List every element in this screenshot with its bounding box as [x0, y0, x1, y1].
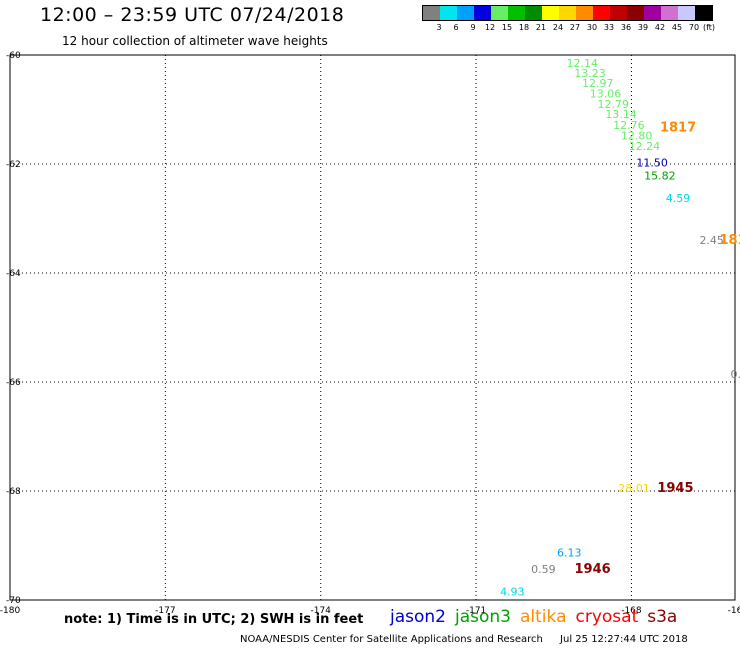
legend-swatch — [525, 6, 542, 20]
x-tick-label: -168 — [621, 606, 642, 616]
wave-height-label: 4.59 — [666, 192, 691, 205]
credit-timestamp: Jul 25 12:27:44 UTC 2018 — [560, 634, 688, 645]
wave-height-label: 12.76 — [613, 119, 645, 132]
legend-labels: 3 6 9 12 15 18 21 24 27 30 33 36 39 42 45 70 (ft) — [422, 21, 716, 33]
wave-height-label: 12.97 — [582, 77, 614, 90]
credit-line: NOAA/NESDIS Center for Satellite Applica… — [240, 634, 688, 645]
legend-label: 21 — [535, 23, 547, 32]
satellite-altika: altika — [520, 607, 567, 627]
legend-label: 45 — [671, 23, 683, 32]
legend-label: 70 — [688, 23, 700, 32]
wave-height-label: 0.59 — [531, 563, 556, 576]
wave-height-label: 28.01 — [618, 482, 650, 495]
y-tick-label: -66 — [6, 378, 21, 388]
wave-height-label: 13.14 — [605, 108, 637, 121]
wave-height-label: 2.45 — [699, 234, 724, 247]
legend-swatch — [542, 6, 559, 20]
legend-label: 12 — [484, 23, 496, 32]
plot-frame — [9, 54, 736, 601]
satellite-s3a: s3a — [647, 607, 678, 627]
legend-swatch — [593, 6, 610, 20]
legend-swatch — [440, 6, 457, 20]
legend-label: 18 — [518, 23, 530, 32]
legend-swatch — [644, 6, 661, 20]
wave-height-label: 12.24 — [629, 140, 661, 153]
satellite-cryosat: cryosat — [575, 607, 639, 627]
y-tick-label: -70 — [6, 596, 21, 606]
legend-swatches — [422, 5, 713, 21]
legend-swatch — [423, 6, 440, 20]
pass-time-label: 1816 — [719, 233, 740, 248]
pass-time-label: 1945 — [657, 481, 693, 496]
legend-swatch — [610, 6, 627, 20]
wave-height-label: 6.13 — [557, 546, 582, 559]
legend-label: 30 — [586, 23, 598, 32]
x-tick-label: -174 — [310, 606, 331, 616]
legend-swatch — [678, 6, 695, 20]
legend-label: 39 — [637, 23, 649, 32]
legend-label: 33 — [603, 23, 615, 32]
wave-height-label: 0.59 — [731, 368, 740, 381]
wave-height-label: 13.23 — [574, 67, 606, 80]
legend-label: 42 — [654, 23, 666, 32]
wave-height-label: 12.79 — [598, 98, 630, 111]
satellite-key: jason2 jason3 altika cryosat s3a — [390, 607, 686, 627]
legend-swatch — [576, 6, 593, 20]
y-tick-label: -64 — [6, 269, 21, 279]
legend-label: 36 — [620, 23, 632, 32]
wave-height-label: 12.14 — [566, 57, 598, 70]
legend-swatch — [457, 6, 474, 20]
legend-swatch — [559, 6, 576, 20]
pass-time-label: 1946 — [574, 562, 610, 577]
legend-swatch — [474, 6, 491, 20]
x-tick-label: -16 — [728, 606, 740, 616]
map-title: 12:00 – 23:59 UTC 07/24/2018 — [40, 4, 345, 26]
y-tick-label: -68 — [6, 487, 21, 497]
footnote: note: 1) Time is in UTC; 2) SWH is in fe… — [64, 612, 364, 627]
wave-height-label: 15.82 — [644, 169, 676, 182]
legend-label: 27 — [569, 23, 581, 32]
legend-swatch — [661, 6, 678, 20]
wave-height-color-legend: 3 6 9 12 15 18 21 24 27 30 33 36 39 42 45 70 (ft) — [422, 5, 716, 33]
legend-swatch — [627, 6, 644, 20]
x-tick-label: -171 — [466, 606, 486, 616]
wave-height-label: 4.93 — [500, 586, 525, 599]
wave-height-label: 12.80 — [621, 129, 653, 142]
credit-center: NOAA/NESDIS Center for Satellite Applica… — [240, 634, 543, 645]
x-tick-label: -180 — [0, 606, 20, 616]
legend-label: 9 — [470, 23, 476, 32]
x-tick-label: -177 — [155, 606, 175, 616]
legend-label: 15 — [501, 23, 513, 32]
map-subtitle: 12 hour collection of altimeter wave hei… — [62, 34, 328, 48]
legend-label: 6 — [453, 23, 459, 32]
legend-unit: (ft) — [702, 23, 716, 32]
wave-height-label: 13.06 — [590, 88, 622, 101]
wave-height-label: 11.50 — [636, 157, 668, 170]
pass-time-label: 1817 — [660, 120, 696, 135]
legend-swatch — [695, 6, 712, 20]
legend-label: 24 — [552, 23, 564, 32]
legend-label: 3 — [436, 23, 442, 32]
satellite-jason3: jason3 — [455, 607, 511, 627]
y-tick-label: -62 — [6, 160, 21, 170]
legend-swatch — [491, 6, 508, 20]
satellite-jason2: jason2 — [390, 607, 446, 627]
y-tick-label: -60 — [6, 51, 21, 61]
legend-swatch — [508, 6, 525, 20]
